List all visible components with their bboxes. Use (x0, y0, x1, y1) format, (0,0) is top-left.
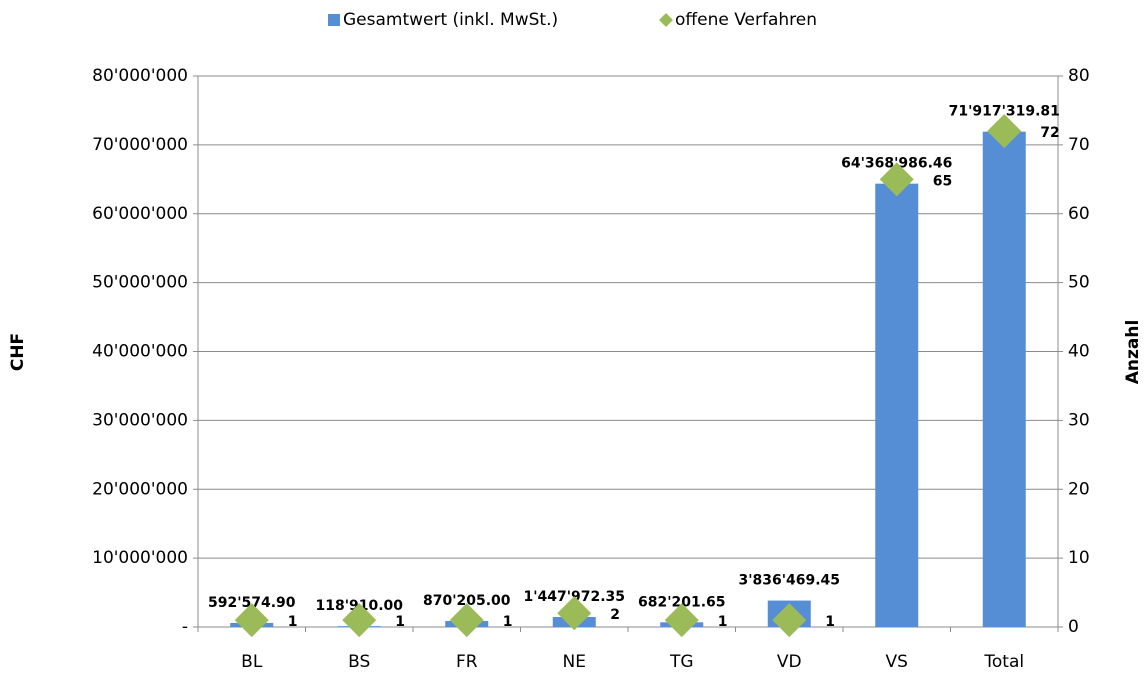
point-value-label: 2 (610, 607, 620, 623)
diamond-marker (234, 603, 269, 638)
y2-tick-label: 80 (1068, 66, 1090, 86)
y-tick-label: 50'000'000 (92, 273, 188, 293)
point-value-label: 1 (718, 614, 728, 630)
x-tick-label: BL (241, 652, 263, 672)
x-tick-label: BS (348, 652, 370, 672)
y2-tick-label: 40 (1068, 342, 1090, 362)
y-tick-label: - (182, 617, 188, 637)
y-tick-label: 80'000'000 (92, 66, 188, 86)
diamond-marker (772, 603, 807, 638)
legend-swatch (659, 13, 673, 27)
y2-tick-label: 70 (1068, 135, 1090, 155)
y2-tick-label: 50 (1068, 273, 1090, 293)
point-value-label: 65 (933, 173, 952, 189)
x-tick-label: TG (669, 652, 694, 672)
bar-value-label: 682'201.65 (638, 594, 726, 610)
diamond-marker (987, 114, 1022, 149)
y2-tick-label: 30 (1068, 410, 1090, 430)
y-tick-label: 10'000'000 (92, 548, 188, 568)
y-tick-label: 30'000'000 (92, 410, 188, 430)
y2-axis-title: Anzahl (1123, 320, 1143, 385)
y-tick-label: 40'000'000 (92, 342, 188, 362)
x-tick-label: NE (563, 652, 586, 672)
x-tick-label: VD (777, 652, 802, 672)
bar-value-label: 870'205.00 (423, 593, 511, 609)
y2-tick-label: 0 (1068, 617, 1079, 637)
point-value-label: 1 (395, 614, 405, 630)
bar-value-label: 3'836'469.45 (738, 573, 840, 589)
point-value-label: 72 (1040, 125, 1059, 141)
x-tick-label: Total (983, 652, 1024, 672)
y2-tick-label: 60 (1068, 204, 1090, 224)
y2-tick-label: 20 (1068, 479, 1090, 499)
bar (875, 183, 919, 627)
bar (982, 131, 1026, 627)
x-tick-label: FR (456, 652, 478, 672)
diamond-marker (557, 596, 592, 631)
y-tick-label: 70'000'000 (92, 135, 188, 155)
point-value-label: 1 (503, 614, 513, 630)
point-value-label: 1 (825, 614, 835, 630)
y-tick-label: 20'000'000 (92, 479, 188, 499)
bar-value-label: 592'574.90 (208, 595, 296, 611)
y-tick-label: 60'000'000 (92, 204, 188, 224)
y2-tick-label: 10 (1068, 548, 1090, 568)
point-value-label: 1 (288, 614, 298, 630)
diamond-marker (342, 603, 377, 638)
y-axis-title: CHF (8, 333, 28, 371)
diamond-marker (664, 603, 699, 638)
diamond-marker (879, 162, 914, 197)
bar-value-label: 71'917'319.81 (949, 104, 1060, 120)
x-tick-label: VS (886, 652, 908, 672)
legend-swatch (328, 14, 340, 26)
diamond-marker (449, 603, 484, 638)
legend-label: Gesamtwert (inkl. MwSt.) (343, 10, 558, 30)
legend-label: offene Verfahren (675, 10, 817, 30)
